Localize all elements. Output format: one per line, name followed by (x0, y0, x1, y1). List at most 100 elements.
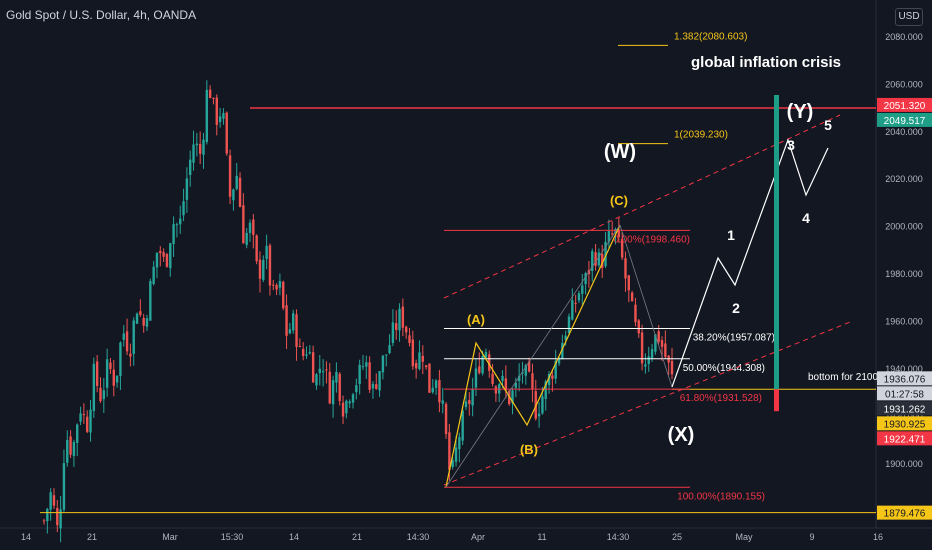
price-tag-label: 2049.517 (884, 116, 926, 127)
wave-label-white: (X) (668, 424, 695, 446)
fib-level-label: 61.80%(1931.528) (680, 393, 762, 404)
x-tick-label: 21 (87, 532, 97, 542)
candle-body (185, 178, 189, 200)
candle-body (438, 380, 441, 403)
candle-body (248, 222, 252, 233)
candle-body (122, 333, 125, 340)
candle-body (521, 372, 524, 374)
candle-body (295, 314, 298, 347)
x-tick-label: 15:30 (221, 532, 244, 542)
price-tag-label: 1936.076 (884, 374, 926, 385)
candle-body (89, 409, 92, 433)
wave-label-white: 2 (732, 300, 740, 316)
candle-body (434, 380, 438, 388)
candle-body (650, 349, 654, 359)
candle-body (365, 362, 368, 367)
abc-trend-line (445, 224, 621, 488)
price-tag-box (877, 431, 932, 446)
price-tag-box (877, 371, 932, 386)
candle-body (584, 273, 587, 285)
y-tick-label: 2080.000 (885, 32, 923, 42)
y-tick-label: 2000.000 (885, 222, 923, 232)
candle-body (361, 366, 365, 368)
candle-body (398, 308, 401, 331)
price-tag-label: 1930.925 (884, 419, 926, 430)
candle-body (308, 352, 312, 354)
candle-body (265, 245, 268, 260)
candle-body (454, 447, 458, 462)
candle-body (385, 354, 388, 356)
candle-body (524, 364, 527, 376)
candle-body (262, 259, 265, 280)
candle-body (514, 382, 518, 388)
candle-body (551, 375, 554, 379)
candle-body (305, 354, 308, 356)
candle-body (481, 356, 484, 374)
candle-body (571, 300, 574, 320)
candle-body (222, 113, 225, 119)
candle-body (46, 508, 49, 522)
candle-body (544, 381, 547, 399)
candle-body (381, 355, 385, 373)
candle-body (102, 390, 106, 400)
candle-body (298, 346, 302, 348)
candle-body (670, 360, 674, 375)
wave-label-yellow: (C) (610, 193, 628, 208)
candle-body (135, 313, 139, 324)
price-tag-box (877, 416, 932, 431)
candle-body (59, 509, 62, 529)
candle-body (501, 375, 504, 381)
candle-body (601, 254, 604, 268)
price-tag-label: 1879.476 (884, 509, 926, 520)
candle-body (105, 359, 109, 388)
candle-body (275, 284, 278, 290)
x-tick-label: 14 (289, 532, 299, 542)
candle-body (119, 342, 122, 376)
y-tick-label: 2060.000 (885, 79, 923, 89)
candle-body (66, 439, 69, 463)
candle-body (388, 345, 391, 354)
candle-body (56, 508, 59, 526)
candle-body (42, 520, 46, 522)
fib-level-label: 38.20%(1957.087) (693, 332, 775, 343)
candle-body (85, 416, 89, 432)
candle-body (112, 369, 115, 386)
candle-body (311, 352, 315, 383)
candle-body (258, 259, 262, 279)
candle-body (315, 374, 318, 386)
candle-body (179, 218, 182, 225)
candle-body (408, 335, 411, 343)
candle-body (165, 254, 169, 267)
candle-body (292, 313, 295, 331)
candle-body (132, 320, 135, 354)
candle-body (62, 463, 66, 510)
currency-button[interactable]: USD (895, 8, 923, 26)
y-tick-label: 1980.000 (885, 269, 923, 279)
wave-label-yellow: (B) (520, 442, 538, 457)
annotation-global-inflation: global inflation crisis (691, 54, 841, 71)
candle-body (358, 364, 361, 384)
candle-body (654, 334, 657, 352)
candle-body (657, 331, 660, 342)
candle-body (192, 144, 195, 163)
candle-body (255, 235, 258, 262)
candle-body (424, 365, 428, 368)
candle-body (581, 285, 584, 294)
candle-body (577, 293, 581, 301)
candle-body (431, 387, 434, 393)
candle-body (537, 413, 541, 417)
candle-body (82, 414, 86, 416)
candle-body (341, 402, 345, 417)
candle-body (139, 311, 142, 315)
candle-body (471, 389, 474, 406)
candle-body (411, 339, 415, 367)
candle-body (162, 252, 165, 257)
candle-body (72, 441, 76, 456)
price-tag-label: 2051.320 (884, 101, 926, 112)
price-tag-box (877, 386, 932, 401)
x-tick-label: 14:30 (407, 532, 430, 542)
candle-body (228, 155, 232, 197)
candle-body (225, 112, 228, 154)
candle-body (238, 177, 242, 207)
